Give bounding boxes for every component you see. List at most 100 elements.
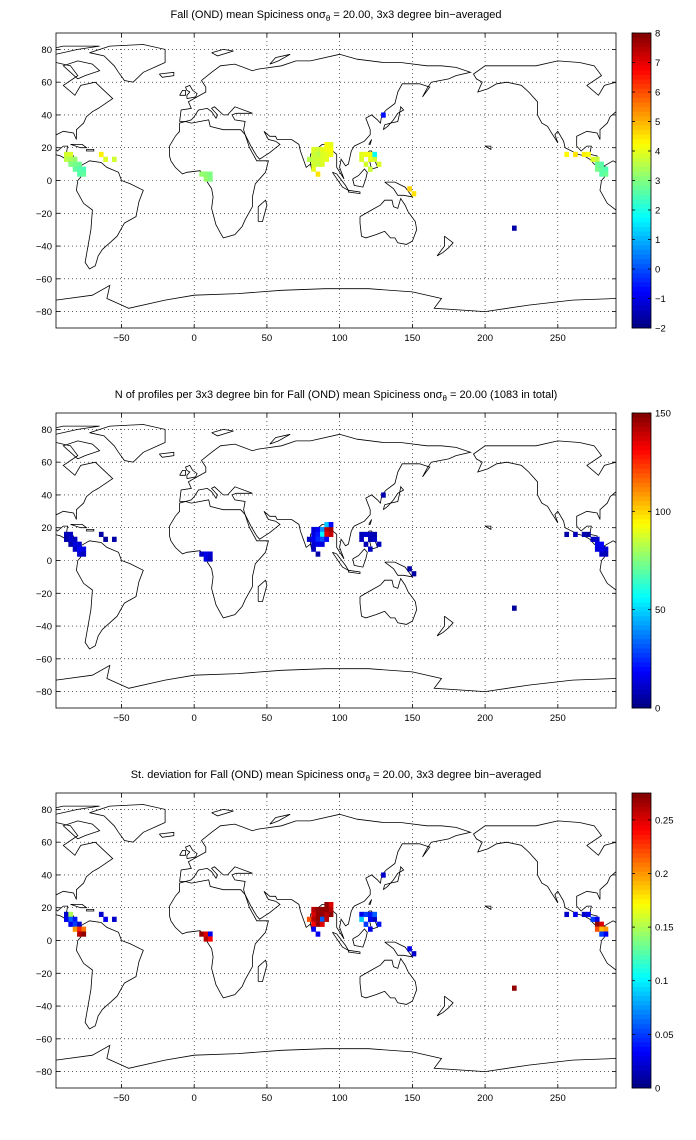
- coastline: [56, 664, 616, 693]
- data-cell: [381, 112, 386, 118]
- data-cell: [208, 171, 213, 177]
- data-cell: [324, 156, 330, 162]
- data-cell: [72, 161, 78, 167]
- colorbar-step: [632, 171, 651, 177]
- colorbar-step: [632, 500, 651, 506]
- data-cell: [594, 536, 600, 542]
- colorbar-step: [632, 111, 651, 117]
- colorbar-step: [632, 185, 651, 191]
- chart-title-sigma: σ: [436, 389, 443, 401]
- data-cell: [77, 551, 82, 557]
- coastline: [179, 850, 186, 856]
- colorbar-step: [632, 1032, 651, 1038]
- data-cell: [68, 911, 74, 918]
- colorbar-step: [632, 968, 651, 974]
- colorbar-step: [632, 318, 651, 324]
- data-cell: [376, 541, 382, 547]
- coastline: [179, 813, 472, 940]
- colorbar-step: [632, 235, 651, 241]
- data-cell: [564, 531, 570, 538]
- data-cell: [68, 151, 74, 158]
- colorbar-step: [632, 666, 651, 672]
- coastline: [368, 139, 372, 145]
- colorbar-step: [632, 532, 651, 538]
- coastline: [56, 45, 100, 55]
- coastline: [89, 44, 166, 83]
- coastline: [158, 71, 175, 78]
- colorbar-step: [632, 1078, 651, 1084]
- coastline: [211, 808, 234, 817]
- data-cell: [311, 911, 316, 918]
- data-cell: [368, 151, 373, 158]
- colorbar-tick-label: 0: [655, 704, 660, 715]
- data-cell: [381, 492, 386, 498]
- colorbar-step: [632, 689, 651, 695]
- data-cell: [311, 916, 316, 922]
- data-cell: [512, 605, 517, 611]
- data-cell: [368, 166, 373, 172]
- data-cell: [203, 171, 209, 177]
- colorbar-step: [632, 606, 651, 612]
- data-cell: [320, 536, 325, 542]
- colorbar-step: [632, 806, 651, 812]
- colorbar-step: [632, 560, 651, 566]
- colorbar-step: [632, 977, 651, 983]
- colorbar-step: [632, 519, 651, 525]
- coastline: [604, 160, 616, 167]
- colorbar-step: [632, 291, 651, 297]
- colorbar-step: [632, 1028, 651, 1034]
- colorbar-step: [632, 1051, 651, 1057]
- data-cell: [512, 985, 517, 991]
- colorbar-step: [632, 620, 651, 626]
- x-tick-label: 200: [477, 333, 493, 344]
- colorbar-step: [632, 249, 651, 255]
- data-cell: [363, 541, 369, 547]
- colorbar-step: [632, 802, 651, 808]
- coastline: [384, 181, 414, 198]
- data-cell: [368, 531, 373, 538]
- chart-svg-mean: Fall (OND) mean Spiciness onσθ = 20.00, …: [36, 9, 666, 344]
- data-cell: [603, 926, 609, 932]
- colorbar-step: [632, 885, 651, 891]
- data-cell: [359, 151, 364, 158]
- coastline: [269, 813, 291, 825]
- data-cell: [311, 146, 316, 153]
- coastline: [382, 485, 405, 511]
- data-cell: [324, 151, 330, 158]
- colorbar-step: [632, 212, 651, 218]
- data-cell: [72, 536, 78, 542]
- data-cell: [603, 166, 609, 172]
- x-tick-label: 100: [332, 713, 348, 724]
- coastline: [484, 905, 492, 911]
- colorbar: 150 100 50 0: [631, 409, 671, 715]
- data-cell: [68, 161, 74, 167]
- coastline: [70, 524, 88, 529]
- colorbar-step: [632, 1009, 651, 1015]
- coastline: [352, 168, 368, 188]
- data-cell: [311, 926, 316, 932]
- data-cell: [381, 872, 386, 878]
- data-cell: [72, 926, 78, 932]
- y-tick-label: 40: [41, 110, 52, 121]
- colorbar-tick-label: 150: [655, 409, 671, 420]
- data-cell: [208, 936, 213, 942]
- data-cell: [320, 921, 325, 927]
- coastline: [257, 579, 268, 602]
- data-cell: [64, 911, 69, 918]
- data-cell: [603, 551, 609, 557]
- coastline: [169, 119, 269, 239]
- coastline: [56, 805, 100, 815]
- data-cell: [368, 156, 373, 162]
- colorbar-step: [632, 263, 651, 269]
- chart-title-tail: = 20.00, 3x3 degree bin−averaged: [330, 9, 501, 21]
- data-cell: [328, 531, 334, 538]
- data-cell: [328, 901, 334, 908]
- colorbar-step: [632, 477, 651, 483]
- colorbar-step: [632, 829, 651, 835]
- colorbar-step: [632, 963, 651, 969]
- data-cell: [324, 911, 330, 918]
- colorbar-step: [632, 194, 651, 200]
- data-cell: [68, 531, 74, 538]
- coastline: [332, 931, 350, 952]
- data-cell: [573, 151, 578, 158]
